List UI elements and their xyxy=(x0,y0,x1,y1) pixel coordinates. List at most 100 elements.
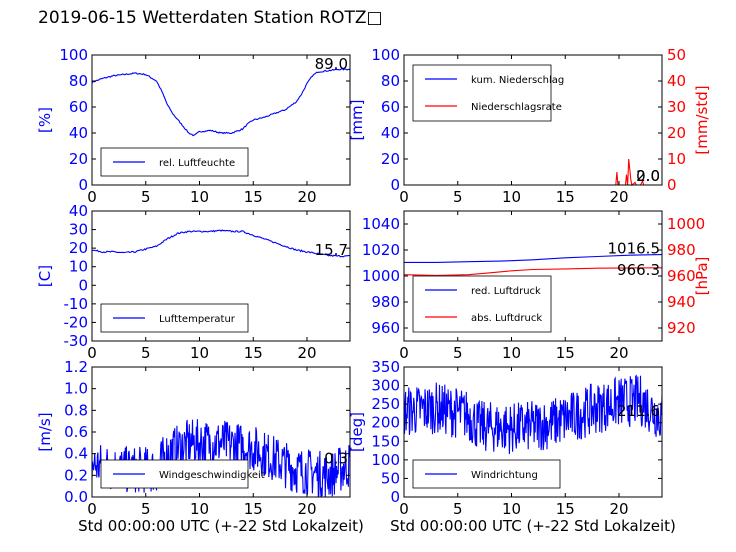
x-tick-label: 0 xyxy=(399,188,409,206)
x-tick-label: 0 xyxy=(87,188,97,206)
y-tick-label-right: 920 xyxy=(667,319,696,337)
plot-frame xyxy=(403,366,663,498)
chart-panel-3: 0 5 10 15 20-30-20-10010203040[C]Lufttempera… xyxy=(36,202,351,362)
y-tick-label-right: 30 xyxy=(667,98,686,116)
y-tick-label-right: 980 xyxy=(667,241,696,259)
x-tick-label: 10 xyxy=(502,500,521,518)
legend: kum. Niederschlag Niederschlagsrate xyxy=(412,64,564,122)
legend-label: abs. Luftdruck xyxy=(471,313,542,324)
series-line-2 xyxy=(403,267,663,276)
y-tick-label: 100 xyxy=(371,46,400,64)
x-tick-label: 10 xyxy=(190,188,209,206)
y-axis-label: [m/s] xyxy=(36,412,54,451)
x-tick-label: 20 xyxy=(297,188,316,206)
y-axis-label: [deg] xyxy=(348,412,366,452)
y-tick-label: 100 xyxy=(371,451,400,469)
last-value-label-right: 966.3 xyxy=(617,261,660,279)
plot-frame xyxy=(91,54,351,186)
x-tick-label: 0 xyxy=(399,344,409,362)
last-value-label: 15.7 xyxy=(315,241,348,259)
y-tick-label: 0.6 xyxy=(64,423,88,441)
x-tick-label: 10 xyxy=(502,188,521,206)
legend-box xyxy=(412,275,552,333)
y-tick-label: 0.4 xyxy=(64,445,88,463)
y-tick-label: 150 xyxy=(371,432,400,450)
y-tick-label: 0.2 xyxy=(64,466,88,484)
x-tick-label: 15 xyxy=(244,500,263,518)
y-tick-label: 0.0 xyxy=(64,488,88,506)
y-tick-label: 0 xyxy=(390,176,400,194)
y-tick-label-right: 0 xyxy=(667,176,677,194)
plot-frame xyxy=(91,210,351,342)
y-tick-label: 1.0 xyxy=(64,380,88,398)
legend-label: Lufttemperatur xyxy=(159,314,236,325)
y-tick-label: -30 xyxy=(64,332,89,350)
y-tick-label: 1.2 xyxy=(64,358,88,376)
y-tick-label: 200 xyxy=(371,414,400,432)
last-value-label: 0.0 xyxy=(636,167,660,185)
x-tick-label: 15 xyxy=(556,344,575,362)
last-value-label: 211.6 xyxy=(617,402,660,420)
x-tick-label: 5 xyxy=(453,344,463,362)
x-tick-label: 20 xyxy=(609,344,628,362)
y-tick-label-right: 20 xyxy=(667,124,686,142)
legend: Windrichtung xyxy=(412,459,561,489)
y-tick-label: 350 xyxy=(371,358,400,376)
legend-label: kum. Niederschlag xyxy=(471,75,564,86)
x-tick-label: 20 xyxy=(609,188,628,206)
y-tick-label: 100 xyxy=(59,46,88,64)
x-tick-label: 20 xyxy=(609,500,628,518)
x-tick-label: 0 xyxy=(87,500,97,518)
x-axis-label: Std 00:00:00 UTC (+-22 Std Lokalzeit) xyxy=(390,517,676,535)
chart-panel-2: 0 5 10 15 20 0 20 40 60 80 100 0 10 20 30 40 50 [mm] [mm/s… xyxy=(348,46,711,206)
x-tick-label: 10 xyxy=(190,500,209,518)
y-tick-label: 0.8 xyxy=(64,401,88,419)
y-tick-label: 80 xyxy=(381,72,400,90)
x-tick-label: 5 xyxy=(141,344,151,362)
x-tick-label: 20 xyxy=(297,500,316,518)
legend: red. Luftdruck abs. Luftdruck xyxy=(412,275,552,333)
legend: Windgeschwindigkeit xyxy=(100,459,265,489)
x-tick-label: 15 xyxy=(556,500,575,518)
y-tick-label: 1020 xyxy=(362,241,400,259)
y-axis-label: [mm] xyxy=(348,100,366,141)
legend-label: Niederschlagsrate xyxy=(471,102,562,113)
y-tick-label: 10 xyxy=(69,258,88,276)
y-tick-label: 40 xyxy=(69,124,88,142)
legend-label: Windrichtung xyxy=(471,470,538,481)
series-line-1 xyxy=(404,254,663,263)
x-axis-label: Std 00:00:00 UTC (+-22 Std Lokalzeit) xyxy=(78,517,364,535)
y-tick-label: 0 xyxy=(78,176,88,194)
y-tick-label: 0 xyxy=(78,276,88,294)
x-tick-label: 0 xyxy=(87,344,97,362)
y-tick-label: 300 xyxy=(371,377,400,395)
series-line-1 xyxy=(91,229,351,258)
x-tick-label: 15 xyxy=(556,188,575,206)
x-tick-label: 20 xyxy=(297,344,316,362)
y-axis-label-right: [mm/std] xyxy=(693,85,711,154)
legend-box xyxy=(412,64,552,122)
chart-panel-1: 0 5 10 15 20 0 20 40 60 80 100 [%] rel. Luftfeuchte 8… xyxy=(36,46,351,206)
y-tick-label: 960 xyxy=(371,319,400,337)
y-tick-label: 60 xyxy=(381,98,400,116)
y-tick-label: 50 xyxy=(381,469,400,487)
x-tick-label: 5 xyxy=(141,188,151,206)
legend: rel. Luftfeuchte xyxy=(100,147,249,177)
y-tick-label: 980 xyxy=(371,293,400,311)
chart-panel-4: 0 5 10 15 20 960 980 1000 1020 1040 920 940 960 980 10… xyxy=(362,210,711,362)
last-value-label: 89.0 xyxy=(315,55,348,73)
last-value-label: 1016.5 xyxy=(608,240,661,258)
y-tick-label: 1000 xyxy=(362,267,400,285)
y-tick-label-right: 960 xyxy=(667,267,696,285)
y-axis-label: [%] xyxy=(36,107,54,133)
y-tick-label: 30 xyxy=(69,221,88,239)
y-tick-label: 60 xyxy=(69,98,88,116)
y-tick-label: 1040 xyxy=(362,215,400,233)
x-tick-label: 5 xyxy=(453,188,463,206)
x-tick-label: 15 xyxy=(244,188,263,206)
legend-label: red. Luftdruck xyxy=(471,286,541,297)
y-tick-label-right: 10 xyxy=(667,150,686,168)
legend-label: Windgeschwindigkeit xyxy=(159,470,265,481)
